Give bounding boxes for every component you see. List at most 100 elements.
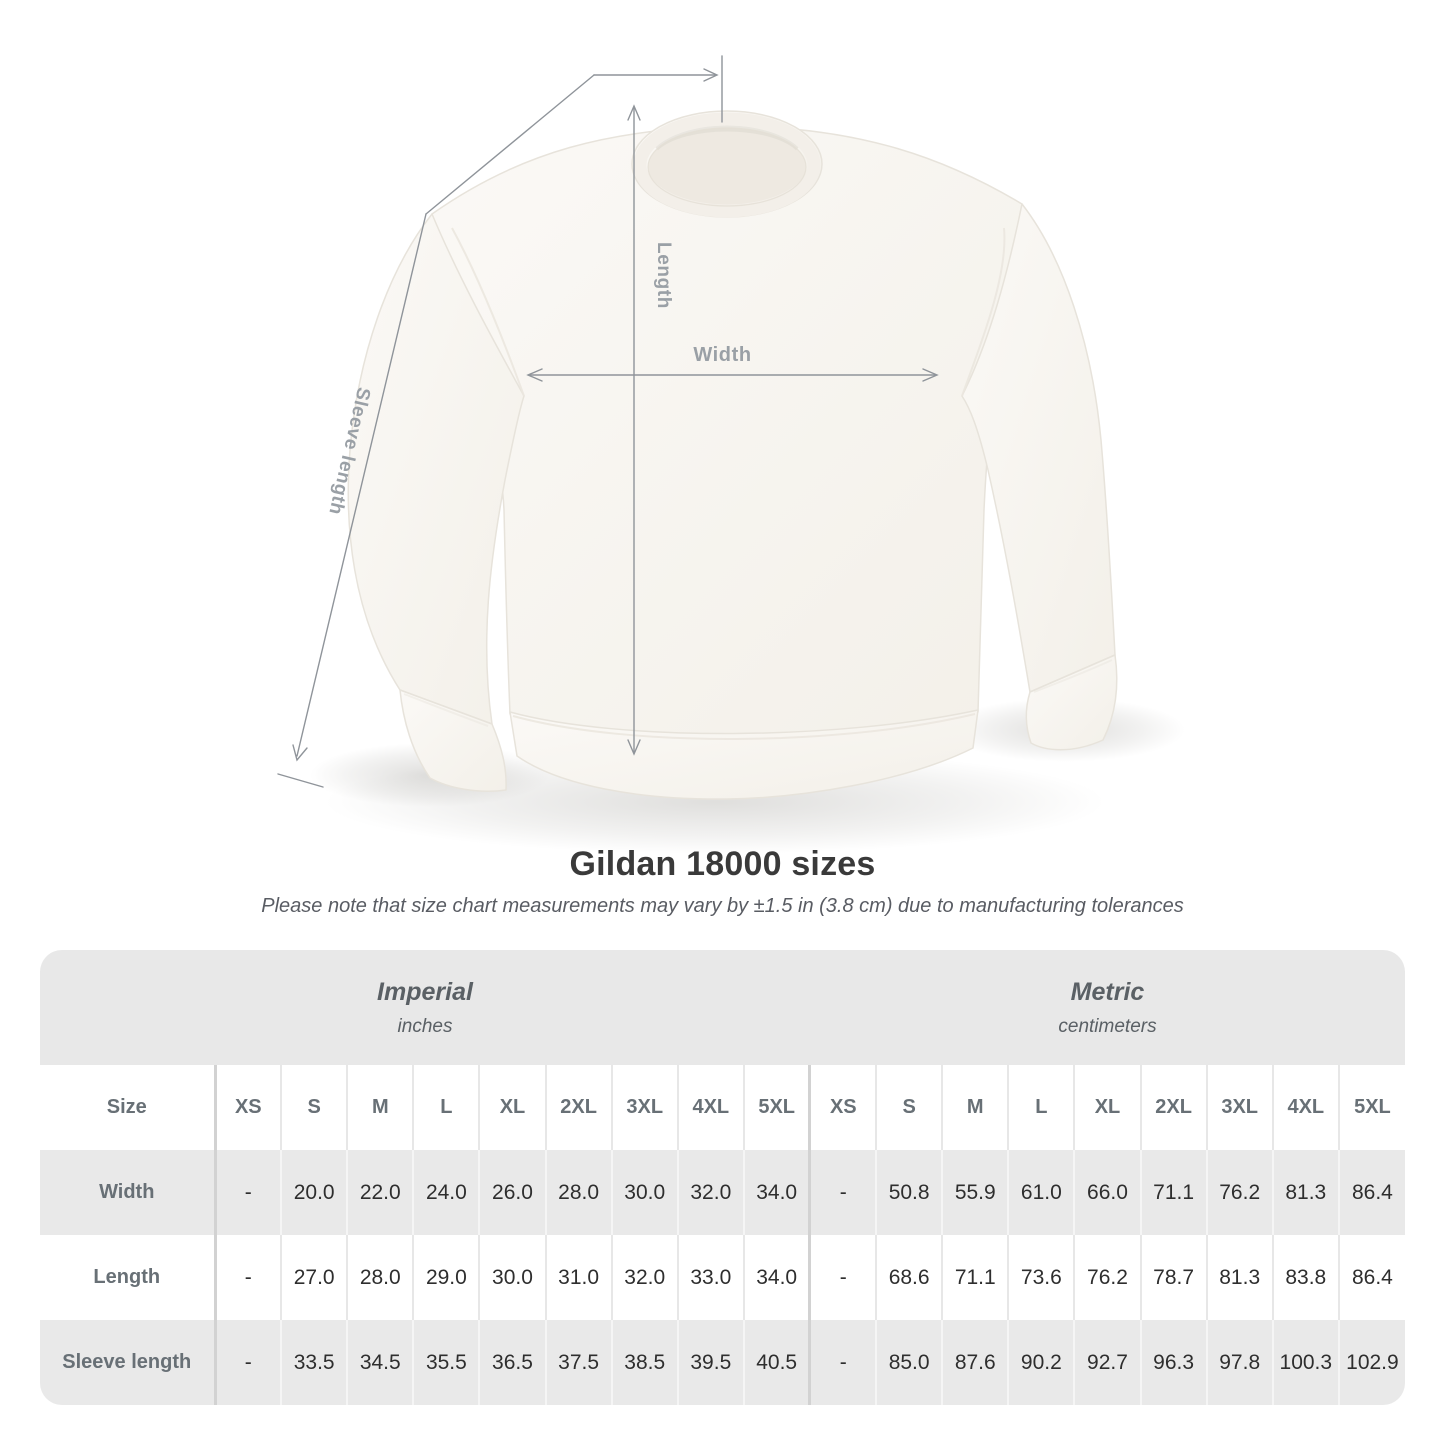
length-label: Length [653, 242, 674, 309]
sweatshirt-body [347, 125, 1118, 800]
shoulder-guide-line [593, 55, 723, 123]
row-label: Sleeve length [40, 1320, 215, 1405]
size-col-header: 2XL [1139, 1065, 1207, 1150]
size-col-header: M [346, 1065, 414, 1150]
group-name: Imperial [377, 977, 473, 1006]
size-col-header: L [1007, 1065, 1075, 1150]
table-row: Sleeve length -33.5 34.5 35.5 36.5 37.5 38.5 39… [40, 1320, 1405, 1405]
size-col-header: 4XL [1271, 1065, 1339, 1150]
table-cell: 50.8 [875, 1150, 943, 1235]
table-cell: 83.8 [1271, 1235, 1339, 1320]
table-cell: 28.0 [544, 1150, 612, 1235]
size-col-header: XS [213, 1065, 282, 1150]
size-table: Imperial inches Metric centimeters Size XS S M L… [40, 950, 1405, 1405]
measurement-lines [277, 55, 939, 788]
right-sleeve [961, 203, 1116, 693]
table-cell: 24.0 [412, 1150, 480, 1235]
row-label: Width [40, 1150, 215, 1235]
width-arrow [526, 368, 939, 382]
left-cuff [399, 689, 507, 793]
group-name: Metric [1070, 977, 1145, 1006]
size-table-container: Imperial inches Metric centimeters Size XS S M L… [40, 950, 1405, 1405]
length-arrow [627, 104, 641, 756]
size-col-header: 2XL [544, 1065, 612, 1150]
table-cell: 35.5 [412, 1320, 480, 1405]
table-cell: 34.5 [346, 1320, 414, 1405]
table-cell: 22.0 [346, 1150, 414, 1235]
table-cell: 102.9 [1337, 1320, 1405, 1405]
table-cell: 73.6 [1007, 1235, 1075, 1320]
table-cell: - [808, 1235, 877, 1320]
table-cell: 76.2 [1205, 1150, 1273, 1235]
collar [631, 110, 823, 218]
table-row: Width -20.0 22.0 24.0 26.0 28.0 30.0 32.0 34.0-5… [40, 1150, 1405, 1235]
size-col-header: XS [808, 1065, 877, 1150]
table-cell: 87.6 [941, 1320, 1009, 1405]
table-row: Length -27.0 28.0 29.0 30.0 31.0 32.0 33.0 34.0-… [40, 1235, 1405, 1320]
size-col-header: M [941, 1065, 1009, 1150]
row-label: Length [40, 1235, 215, 1320]
table-cell: 34.0 [742, 1235, 810, 1320]
table-cell: 68.6 [875, 1235, 943, 1320]
table-cell: - [213, 1320, 282, 1405]
sleeve-length-arrow [277, 74, 595, 788]
table-cell: 37.5 [544, 1320, 612, 1405]
size-col-header: XL [1073, 1065, 1141, 1150]
size-header-label: Size [40, 1065, 215, 1150]
table-cell: 31.0 [544, 1235, 612, 1320]
table-cell: 76.2 [1073, 1235, 1141, 1320]
size-col-header: 3XL [610, 1065, 678, 1150]
table-cell: 34.0 [742, 1150, 810, 1235]
table-cell: 33.5 [280, 1320, 348, 1405]
table-cell: 26.0 [478, 1150, 546, 1235]
size-col-header: 4XL [676, 1065, 744, 1150]
table-cell: 40.5 [742, 1320, 810, 1405]
table-cell: 61.0 [1007, 1150, 1075, 1235]
table-cell: - [213, 1235, 282, 1320]
table-cell: 39.5 [676, 1320, 744, 1405]
table-cell: 78.7 [1139, 1235, 1207, 1320]
group-unit: inches [397, 1015, 453, 1037]
table-cell: - [213, 1150, 282, 1235]
table-cell: 92.7 [1073, 1320, 1141, 1405]
left-sleeve [347, 213, 525, 725]
table-cell: 32.0 [610, 1235, 678, 1320]
table-cell: 86.4 [1337, 1235, 1405, 1320]
table-cell: 81.3 [1271, 1150, 1339, 1235]
table-cell: 28.0 [346, 1235, 414, 1320]
table-cell: 96.3 [1139, 1320, 1207, 1405]
table-cell: 71.1 [941, 1235, 1009, 1320]
sweatshirt-illustration [277, 55, 1185, 854]
table-cell: 20.0 [280, 1150, 348, 1235]
table-cell: 29.0 [412, 1235, 480, 1320]
table-cell: 33.0 [676, 1235, 744, 1320]
table-cell: 32.0 [676, 1150, 744, 1235]
size-col-header: 5XL [742, 1065, 810, 1150]
size-col-header: S [875, 1065, 943, 1150]
width-label: Width [693, 344, 752, 366]
size-col-header: 5XL [1337, 1065, 1405, 1150]
size-chart-title: Gildan 18000 sizes [569, 845, 876, 883]
table-cell: 100.3 [1271, 1320, 1339, 1405]
size-col-header: 3XL [1205, 1065, 1273, 1150]
size-chart-subtitle: Please note that size chart measurements… [261, 895, 1184, 917]
group-unit: centimeters [1058, 1015, 1157, 1037]
table-cell: 85.0 [875, 1320, 943, 1405]
table-cell: 30.0 [478, 1235, 546, 1320]
size-col-header: S [280, 1065, 348, 1150]
seam-lines [403, 227, 1113, 740]
table-cell: 36.5 [478, 1320, 546, 1405]
table-cell: 30.0 [610, 1150, 678, 1235]
table-cell: 27.0 [280, 1235, 348, 1320]
table-cell: 81.3 [1205, 1235, 1273, 1320]
table-cell: 90.2 [1007, 1320, 1075, 1405]
size-col-header: XL [478, 1065, 546, 1150]
table-cell: - [808, 1150, 877, 1235]
garment-figure: Length Sleeve length Width [277, 55, 1185, 854]
table-cell: 66.0 [1073, 1150, 1141, 1235]
table-cell: 97.8 [1205, 1320, 1273, 1405]
table-cell: 38.5 [610, 1320, 678, 1405]
table-cell: - [808, 1320, 877, 1405]
group-header-imperial: Imperial inches [40, 950, 810, 1065]
